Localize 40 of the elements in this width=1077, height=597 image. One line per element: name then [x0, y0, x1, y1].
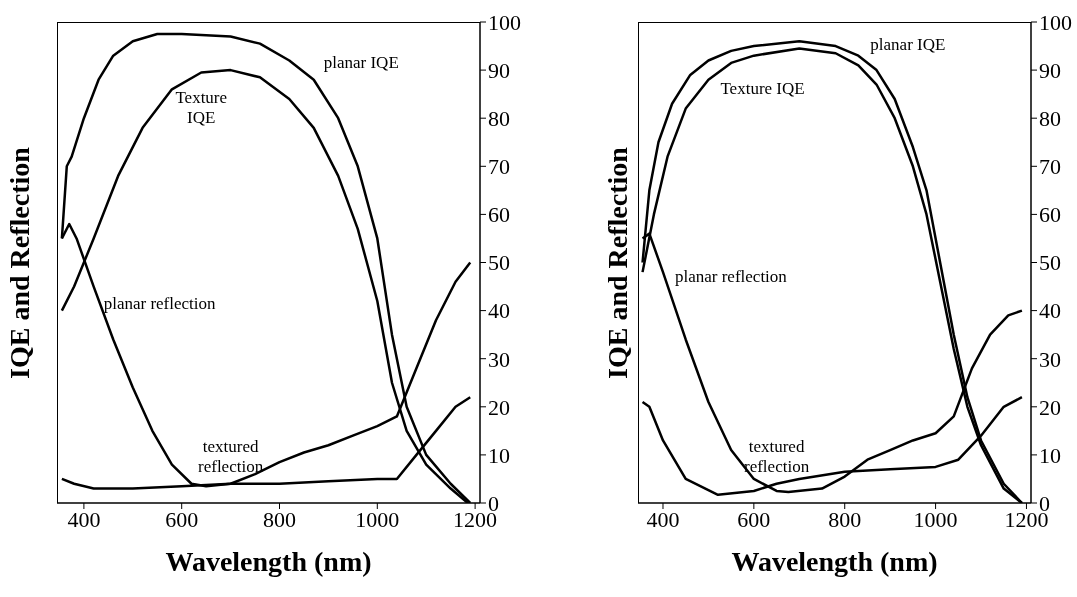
y-tick-label: 90: [488, 57, 510, 83]
y-tick-label: 20: [488, 394, 510, 420]
y-tick-label: 30: [1039, 346, 1061, 372]
y-tick-label: 10: [1039, 442, 1061, 468]
y-tick-label: 30: [488, 346, 510, 372]
y-tick-label: 50: [488, 250, 510, 276]
y-tick-label: 80: [1039, 106, 1061, 132]
y-tick-label: 100: [1039, 9, 1072, 35]
y-tick-label: 70: [1039, 154, 1061, 180]
x-axis-title: Wavelength (nm): [731, 546, 938, 577]
series-label: textured reflection: [744, 436, 810, 476]
x-tick-label: 600: [165, 506, 199, 532]
series-label: planar IQE: [870, 34, 946, 54]
x-tick-label: 1000: [355, 506, 400, 532]
x-tick-label: 400: [67, 506, 101, 532]
x-tick-label: 800: [828, 506, 862, 532]
series-label: planar reflection: [103, 293, 217, 313]
series-label: planar IQE: [323, 52, 399, 72]
y-tick-label: 70: [488, 154, 510, 180]
x-tick-label: 1000: [913, 506, 958, 532]
y-tick-label: 10: [488, 442, 510, 468]
y-tick-label: 80: [488, 106, 510, 132]
y-tick-label: 50: [1039, 250, 1061, 276]
y-tick-label: 100: [488, 9, 521, 35]
x-tick-label: 800: [263, 506, 296, 532]
y-tick-label: 60: [488, 202, 510, 228]
x-tick-label: 600: [737, 506, 771, 532]
y-tick-label: 20: [1039, 394, 1061, 420]
y-tick-label: 40: [1039, 298, 1061, 324]
series-label: planar reflection: [674, 267, 788, 287]
x-tick-label: 400: [646, 506, 680, 532]
y-axis-title: IQE and Reflection: [602, 146, 634, 379]
y-axis-title: IQE and Reflection: [4, 146, 36, 379]
y-tick-label: 90: [1039, 57, 1061, 83]
y-tick-label: 40: [488, 298, 510, 324]
x-axis-title: Wavelength (nm): [165, 546, 372, 577]
y-tick-label: 60: [1039, 202, 1061, 228]
series-label: Texture IQE: [175, 87, 228, 127]
series-label: textured reflection: [198, 436, 264, 476]
series-label: Texture IQE: [720, 78, 805, 98]
